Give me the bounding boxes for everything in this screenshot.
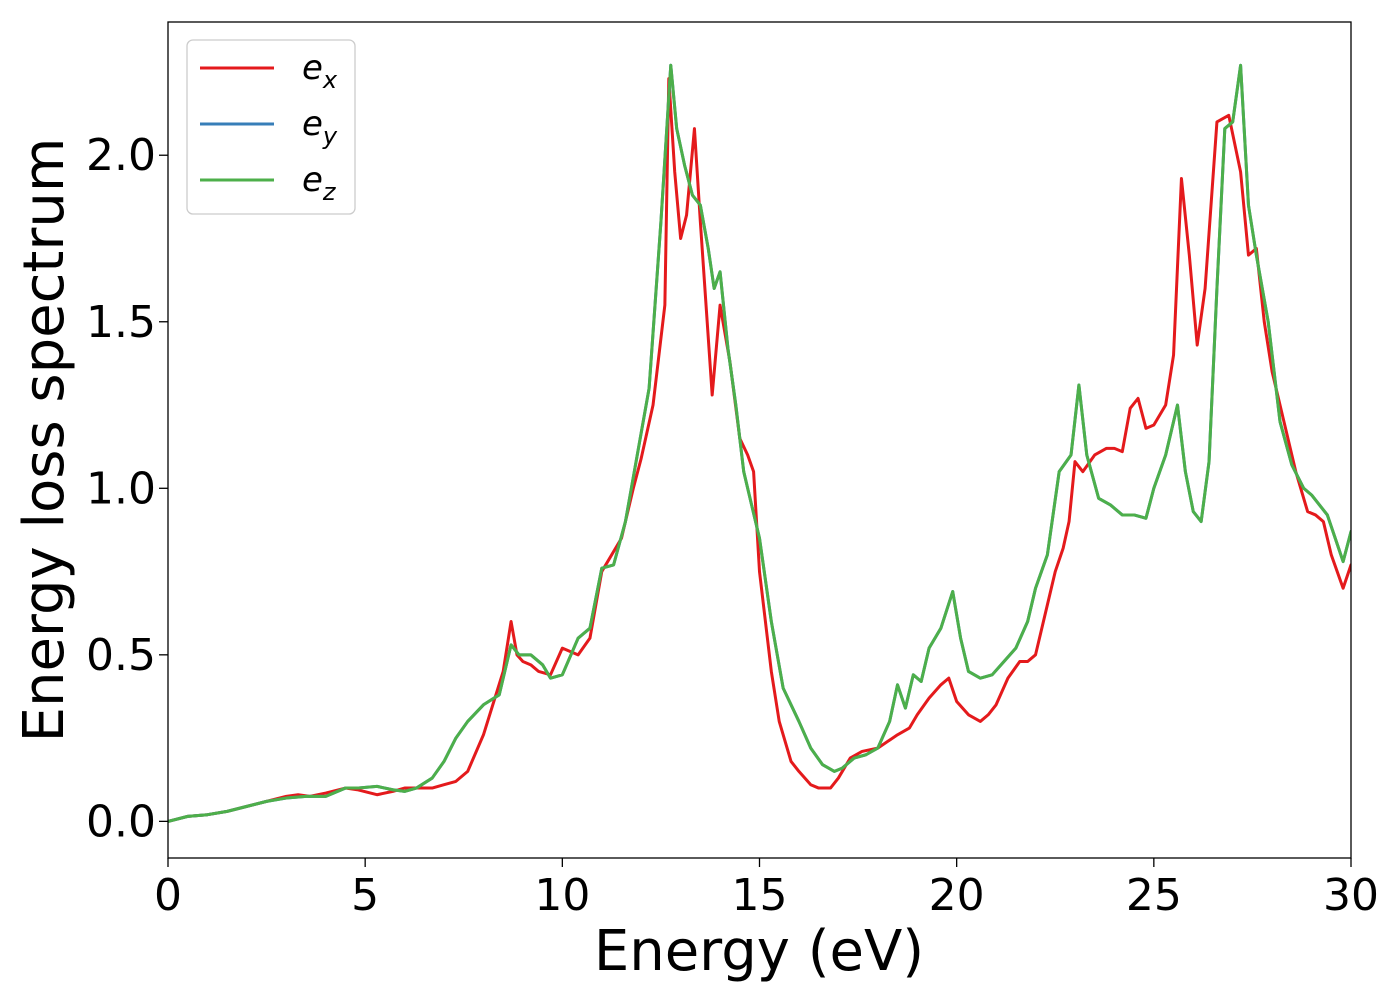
legend: ex ey ez [186, 39, 356, 215]
legend-label-z: ez [302, 160, 337, 206]
y-axis-ticks: 0.0 0.5 1.0 1.5 2.0 [86, 130, 168, 847]
x-axis-ticks: 0 5 10 15 20 25 30 [154, 858, 1379, 921]
series-layer [168, 63, 1351, 823]
x-tick-label: 5 [351, 870, 379, 921]
y-tick-label: 1.5 [86, 297, 156, 348]
y-axis-label: Energy loss spectrum [12, 138, 77, 743]
legend-label-x: ex [302, 48, 338, 94]
x-tick-label: 15 [732, 870, 788, 921]
x-tick-label: 0 [154, 870, 182, 921]
y-tick-label: 0.0 [86, 796, 156, 847]
x-tick-label: 30 [1323, 870, 1379, 921]
x-tick-label: 10 [534, 870, 590, 921]
legend-label-y: ey [302, 104, 338, 150]
series-line-z [168, 63, 1351, 823]
x-tick-label: 25 [1126, 870, 1182, 921]
x-tick-label: 20 [929, 870, 985, 921]
y-tick-label: 1.0 [86, 463, 156, 514]
y-tick-label: 2.0 [86, 130, 156, 181]
legend-box [186, 39, 356, 215]
series-line-x [168, 77, 1351, 823]
y-tick-label: 0.5 [86, 630, 156, 681]
x-axis-label: Energy (eV) [594, 919, 924, 984]
